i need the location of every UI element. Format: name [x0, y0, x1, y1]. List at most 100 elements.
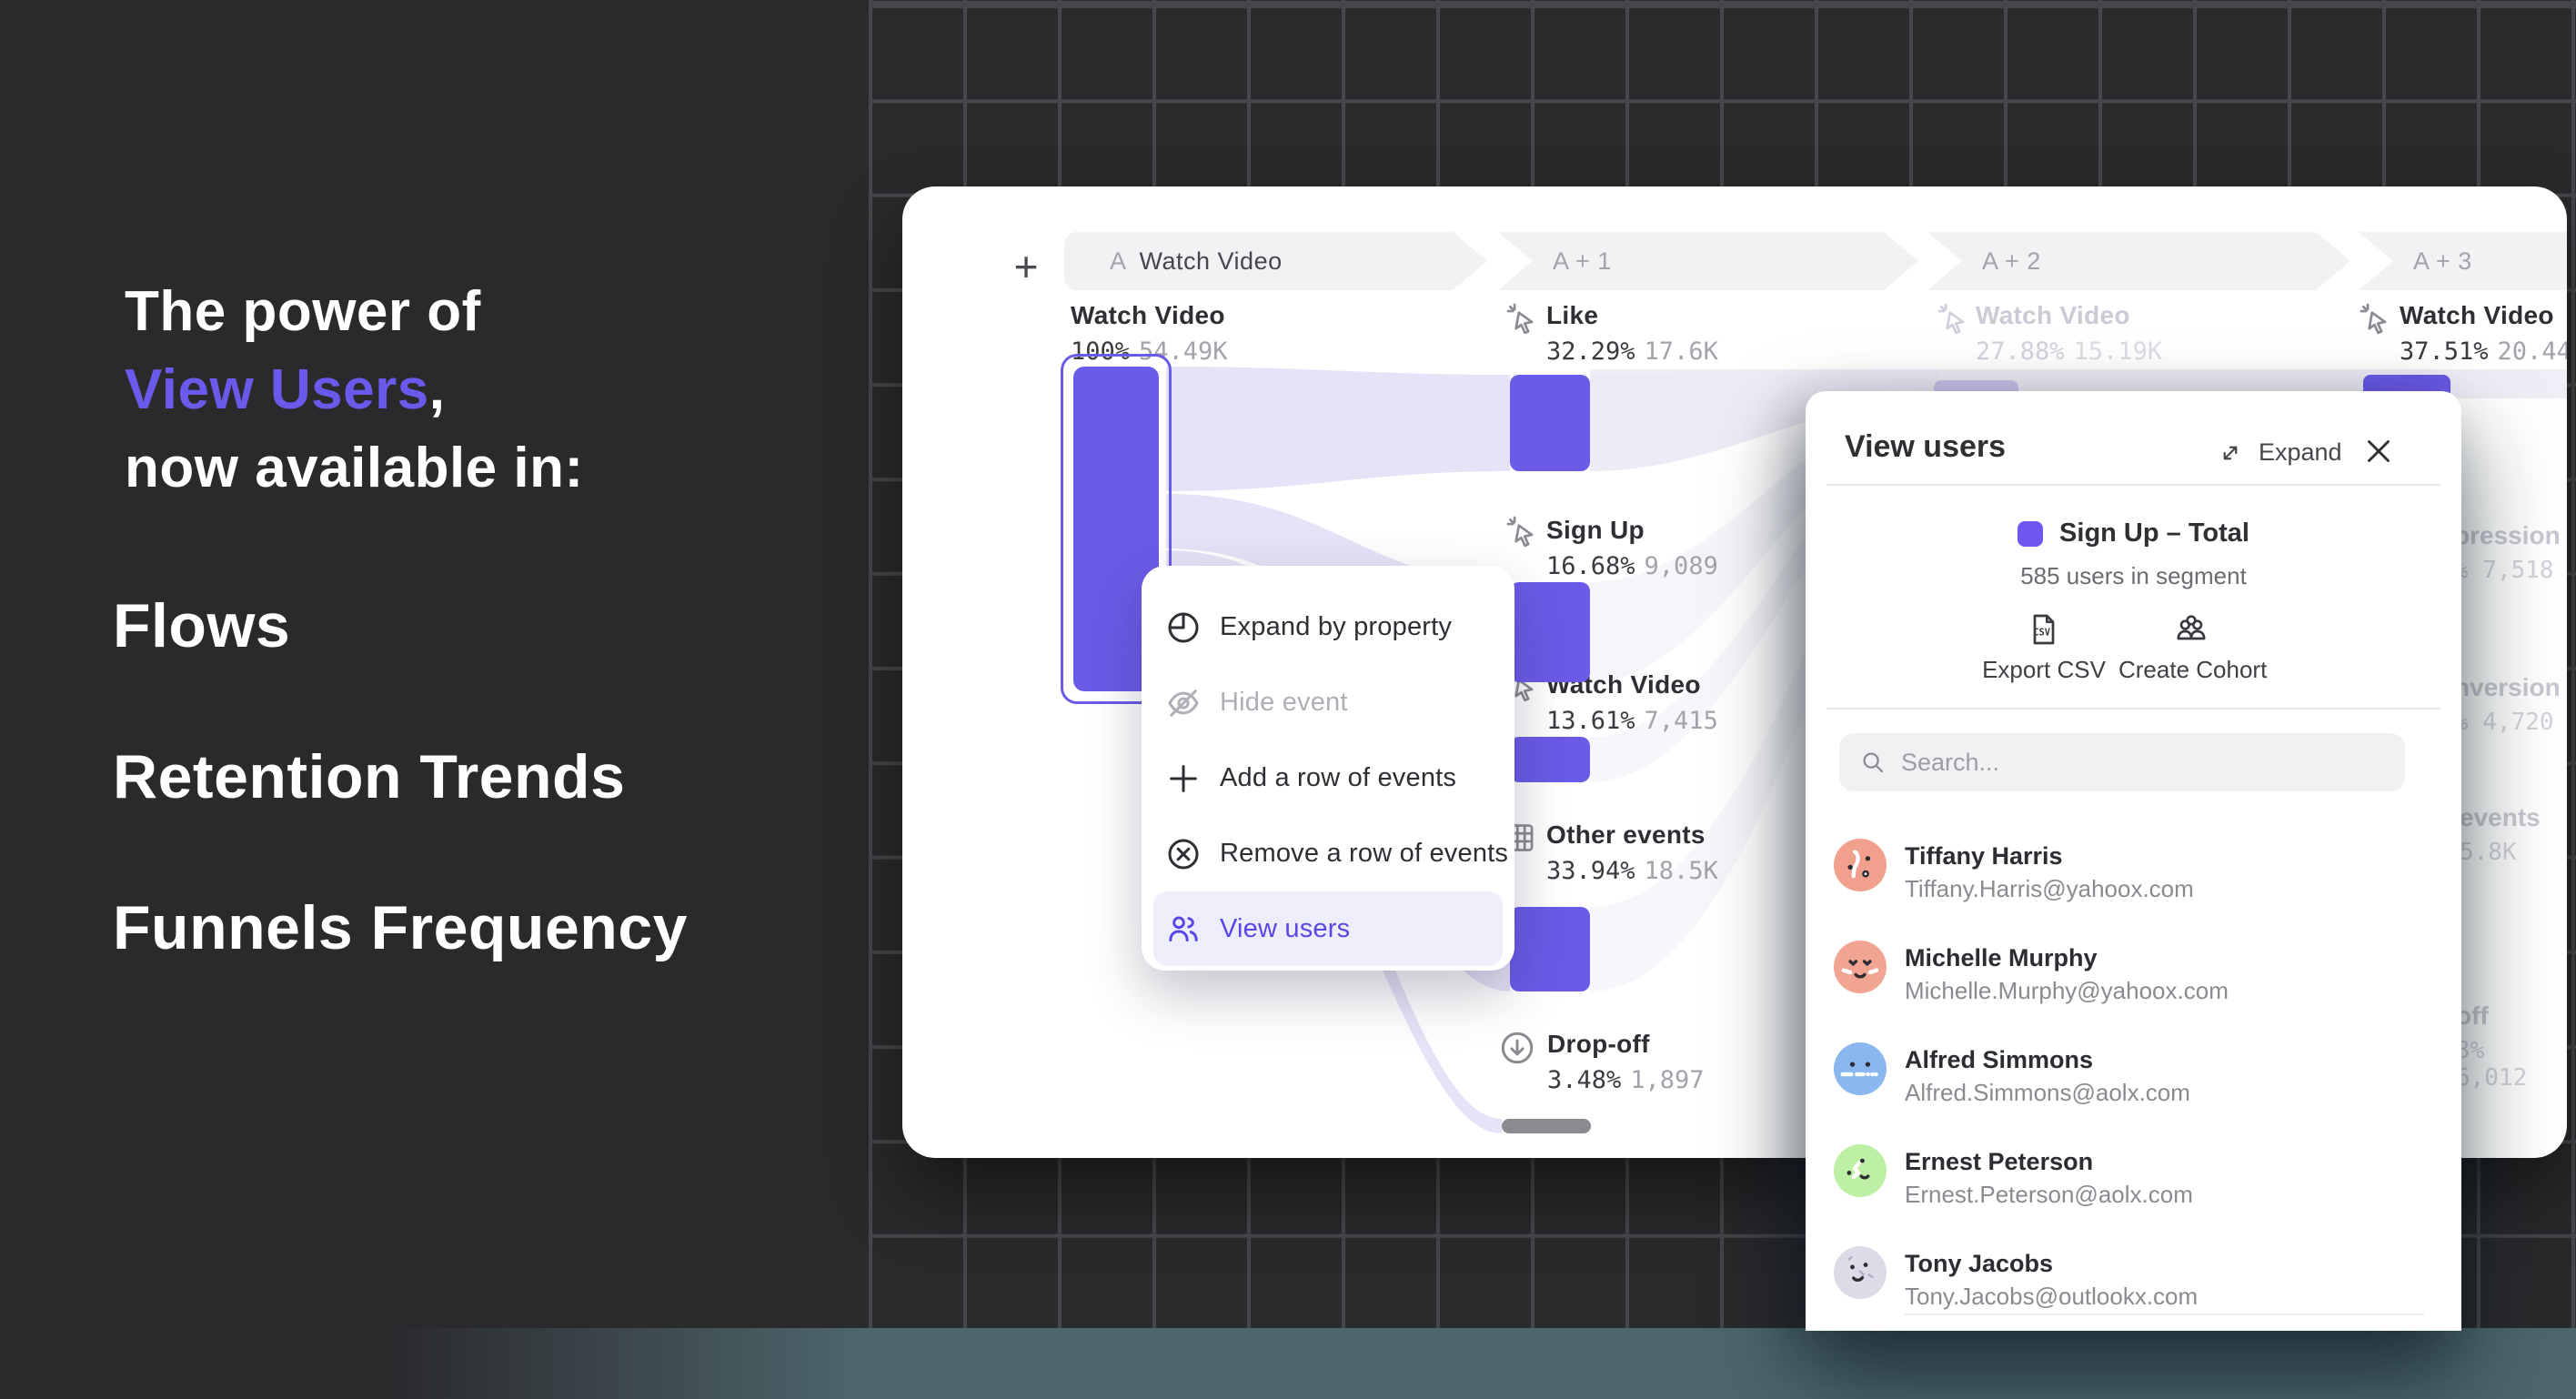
user-row-ernest-peterson[interactable]: Ernest Peterson Ernest.Peterson@aolx.com	[1830, 1144, 2437, 1235]
step-chip-a-plus-3[interactable]: A + 3	[2359, 232, 2567, 290]
event-percent: 3.48%	[1547, 1066, 1622, 1094]
plus-icon	[1165, 760, 1202, 797]
add-step-button[interactable]: +	[1013, 243, 1039, 290]
edge-fragment-events: events 5.8K	[2460, 803, 2541, 866]
hero-line-3: now available in:	[125, 437, 584, 499]
event-percent: 27.88%	[1976, 337, 2065, 366]
event-count: 18.5K	[1644, 857, 1718, 885]
bar-like[interactable]	[1510, 375, 1590, 471]
step-chip-prefix: A	[1110, 247, 1127, 275]
event-name: Like	[1546, 301, 1599, 329]
menu-item-hide-event[interactable]: Hide event	[1142, 665, 1514, 740]
cursor-click-icon	[1504, 514, 1539, 549]
expand-icon	[2223, 446, 2238, 459]
divider	[1826, 708, 2440, 710]
segment-legend: Sign Up – Total	[1806, 518, 2461, 549]
cursor-click-icon	[2358, 301, 2392, 336]
divider	[1826, 484, 2440, 486]
user-name: Tiffany Harris	[1905, 842, 2063, 870]
event-percent: 37.51%	[2400, 337, 2489, 366]
export-csv-label: Export CSV	[1982, 656, 2106, 683]
hero-line-2: View Users,	[125, 351, 584, 429]
bar-other-events[interactable]	[1510, 907, 1590, 991]
fragment-label: nversion	[2454, 673, 2561, 701]
user-name: Ernest Peterson	[1905, 1148, 2094, 1175]
user-row-alfred-simmons[interactable]: Alfred Simmons Alfred.Simmons@aolx.com	[1830, 1042, 2437, 1133]
cursor-click-icon	[1504, 301, 1539, 336]
event-percent: 33.94%	[1546, 857, 1635, 885]
close-icon[interactable]	[2362, 435, 2395, 468]
create-cohort-button[interactable]: Create Cohort	[2118, 611, 2268, 684]
menu-item-view-users[interactable]: View users	[1153, 891, 1503, 966]
step-chip-label: Watch Video	[1139, 247, 1283, 275]
event-count: 17.6K	[1644, 337, 1718, 366]
menu-item-label: Add a row of events	[1220, 763, 1457, 792]
user-email: Alfred.Simmons@aolx.com	[1905, 1079, 2190, 1106]
avatar	[1834, 1042, 1887, 1095]
expand-by-property-icon	[1165, 609, 1202, 646]
people-icon	[1165, 911, 1202, 947]
event-name: Watch Video	[2400, 301, 2554, 329]
circle-x-icon	[1165, 836, 1202, 872]
feature-flows: Flows	[113, 591, 291, 660]
event-count: 15.19K	[2073, 337, 2163, 366]
edge-fragment-drop-off: off 3% 6,012	[2456, 1001, 2567, 1092]
hero-feature-list: Flows Retention Trends Funnels Frequency	[113, 593, 688, 1046]
bar-drop-off[interactable]	[1502, 1119, 1591, 1133]
cohort-people-icon	[2173, 615, 2209, 651]
bar-watch-video-col2[interactable]	[1510, 737, 1590, 782]
hero-accent: View Users	[125, 358, 429, 421]
event-label-watch-video-col4: Watch Video 37.51% 20.44K	[2400, 301, 2567, 366]
eye-off-icon	[1165, 685, 1202, 721]
menu-item-expand-by-property[interactable]: Expand by property	[1142, 589, 1514, 665]
event-percent: 100%	[1071, 337, 1131, 366]
fragment-value: 3% 6,012	[2456, 1037, 2528, 1092]
user-email: Tony.Jacobs@outlookx.com	[1905, 1283, 2199, 1310]
event-context-menu: Expand by property Hide event Add a row …	[1142, 566, 1514, 971]
create-cohort-label: Create Cohort	[2118, 656, 2268, 683]
step-chip-label: A + 2	[1982, 247, 2041, 275]
user-row-tiffany-harris[interactable]: Tiffany Harris Tiffany.Harris@yahoox.com	[1830, 839, 2437, 930]
event-label-other-events: Other events 33.94% 18.5K	[1546, 820, 1718, 885]
step-chip-label: A + 3	[2413, 247, 2472, 275]
expand-button[interactable]: Expand	[2217, 438, 2342, 467]
view-users-panel: View users Expand Sign Up – Total 585 us…	[1806, 391, 2461, 1331]
user-name: Alfred Simmons	[1905, 1046, 2094, 1073]
user-row-tony-jacobs[interactable]: Tony Jacobs Tony.Jacobs@outlookx.com	[1830, 1246, 2437, 1337]
event-count: 1,897	[1630, 1066, 1705, 1094]
hero-accent-suffix: ,	[428, 358, 446, 421]
event-label-sign-up: Sign Up 16.68% 9,089	[1546, 516, 1718, 580]
expand-label: Expand	[2259, 438, 2342, 466]
user-row-michelle-murphy[interactable]: Michelle Murphy Michelle.Murphy@yahoox.c…	[1830, 941, 2437, 1032]
legend-label: Sign Up – Total	[2059, 518, 2249, 548]
user-name: Tony Jacobs	[1905, 1250, 2054, 1277]
edge-fragment-impression: pression % 7,518	[2454, 521, 2561, 584]
search-field[interactable]	[1839, 733, 2405, 791]
event-name: Watch Video	[1976, 301, 2130, 329]
export-csv-button[interactable]: CSV Export CSV	[1971, 611, 2117, 684]
step-chip-a-plus-2[interactable]: A + 2	[1927, 232, 2350, 290]
feature-retention-trends: Retention Trends	[113, 742, 626, 811]
menu-item-label: Remove a row of events	[1220, 839, 1509, 868]
fragment-value: % 4,720	[2454, 709, 2554, 736]
user-email: Michelle.Murphy@yahoox.com	[1905, 977, 2229, 1004]
menu-item-label: Expand by property	[1220, 612, 1453, 641]
event-name: Other events	[1546, 820, 1706, 849]
event-count: 54.49K	[1139, 337, 1228, 366]
event-label-watch-video-col1: Watch Video 100% 54.49K	[1071, 301, 1228, 366]
event-label-like: Like 32.29% 17.6K	[1546, 301, 1718, 366]
fragment-value: 5.8K	[2460, 839, 2517, 866]
step-chip-a-watch-video[interactable]: A Watch Video	[1064, 232, 1487, 290]
event-name: Watch Video	[1071, 301, 1225, 329]
bar-sign-up[interactable]	[1510, 582, 1590, 682]
hero-line-1: The power of	[125, 280, 481, 343]
feature-funnels-frequency: Funnels Frequency	[113, 893, 688, 962]
user-email: Ernest.Peterson@aolx.com	[1905, 1181, 2193, 1208]
step-chip-a-plus-1[interactable]: A + 1	[1498, 232, 1918, 290]
event-label-watch-video-col3-faded: Watch Video 27.88% 15.19K	[1976, 301, 2162, 366]
avatar	[1834, 839, 1887, 891]
search-input[interactable]	[1901, 748, 2374, 777]
menu-item-add-row-of-events[interactable]: Add a row of events	[1142, 740, 1514, 816]
menu-item-remove-row-of-events[interactable]: Remove a row of events	[1142, 816, 1514, 891]
